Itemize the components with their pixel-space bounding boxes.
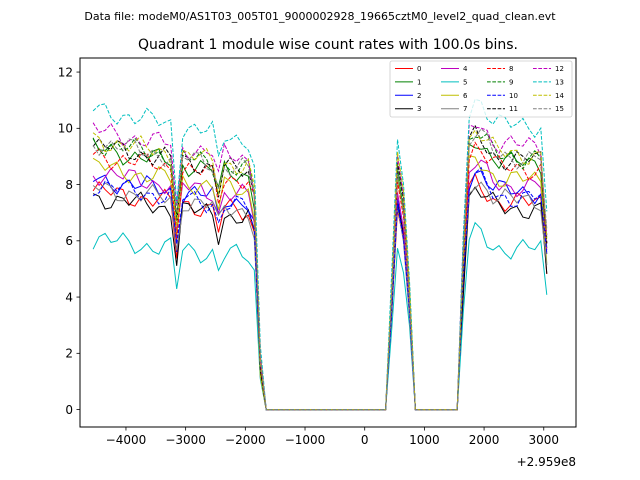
legend-label-2: 2 — [417, 92, 421, 100]
legend-box — [389, 60, 573, 118]
chart-title: Quadrant 1 module wise count rates with … — [138, 37, 518, 53]
legend-label-7: 7 — [463, 105, 467, 113]
legend-label-13: 13 — [555, 78, 564, 86]
series-line-3 — [92, 186, 548, 411]
y-tick-label: 8 — [65, 178, 73, 192]
plot-lines — [92, 98, 548, 411]
y-tick-label: 10 — [58, 122, 73, 136]
x-axis-offset-label: +2.959e8 — [517, 455, 576, 469]
legend-label-15: 15 — [555, 105, 564, 113]
x-tick-label: 0 — [361, 433, 369, 447]
x-tick-label: −1000 — [285, 433, 326, 447]
series-line-0 — [92, 172, 548, 411]
series-line-15 — [92, 128, 548, 411]
x-tick-label: 1000 — [409, 433, 440, 447]
series-line-14 — [92, 129, 548, 411]
legend-label-10: 10 — [509, 92, 518, 100]
x-tick-label: 2000 — [469, 433, 500, 447]
axes-frame — [79, 57, 577, 428]
legend-label-0: 0 — [417, 65, 421, 73]
series-line-1 — [92, 138, 548, 411]
y-tick-label: 12 — [58, 65, 73, 79]
y-tick-label: 0 — [65, 403, 73, 417]
legend-label-3: 3 — [417, 105, 421, 113]
y-axis: 0 2 4 6 8 10 12 — [58, 65, 80, 417]
legend-label-5: 5 — [463, 78, 467, 86]
series-line-10 — [92, 166, 548, 411]
x-tick-label: 3000 — [528, 433, 559, 447]
legend-label-14: 14 — [555, 92, 564, 100]
series-line-5 — [92, 221, 548, 411]
x-tick-label: −3000 — [165, 433, 206, 447]
y-tick-label: 2 — [65, 347, 73, 361]
legend-label-1: 1 — [417, 78, 421, 86]
x-tick-label: −4000 — [106, 433, 147, 447]
x-axis: −4000 −3000 −2000 −1000 0 1000 2000 3000 — [106, 427, 559, 447]
y-tick-label: 6 — [65, 234, 73, 248]
legend-label-11: 11 — [509, 105, 518, 113]
legend-label-8: 8 — [509, 65, 513, 73]
legend-label-9: 9 — [509, 78, 513, 86]
legend-label-12: 12 — [555, 65, 564, 73]
figure-suptitle: Data file: modeM0/AS1T03_005T01_90000029… — [84, 10, 556, 23]
series-line-13 — [92, 98, 548, 411]
legend-label-6: 6 — [463, 92, 468, 100]
x-tick-label: −2000 — [225, 433, 266, 447]
legend-label-4: 4 — [463, 65, 468, 73]
y-tick-label: 4 — [65, 290, 73, 304]
series-line-7 — [92, 181, 548, 411]
series-line-9 — [92, 133, 548, 411]
